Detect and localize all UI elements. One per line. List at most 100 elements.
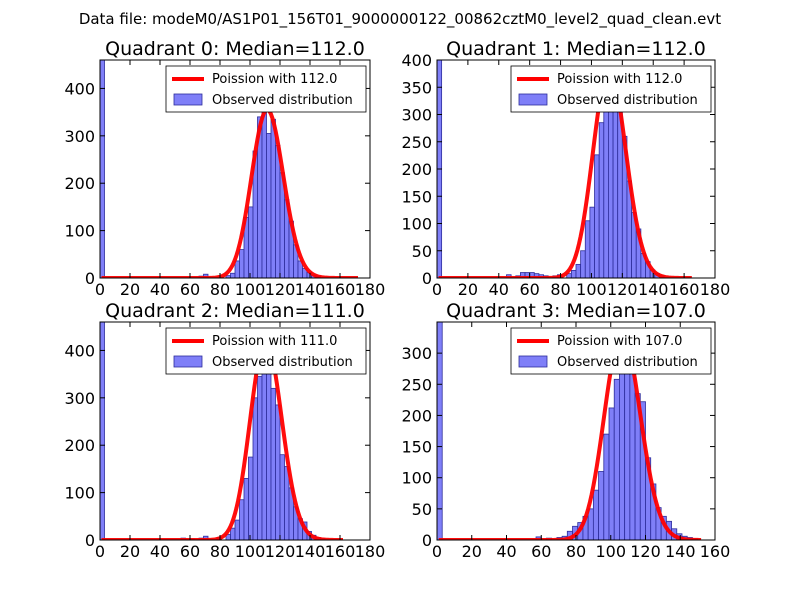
axes-frame (99, 59, 371, 279)
y-tick-label: 150 (401, 187, 432, 206)
y-tick-label: 0 (85, 531, 95, 550)
histogram-bar (603, 100, 609, 278)
histogram-bar (248, 456, 254, 540)
y-tick-label: 100 (64, 222, 95, 241)
x-tick-label: 0 (432, 280, 442, 299)
y-tick-label: 200 (64, 436, 95, 455)
panel-quadrant-1: 0 20 40 60 80 100 120 140 160 1800501001502002503… (401, 38, 730, 299)
x-tick-label: 160 (669, 280, 700, 299)
panels: 0 20 40 60 80 100 120 140 160 1800100200300400Qua… (64, 38, 730, 561)
histogram-bar (575, 263, 582, 278)
panel-quadrant-0: 0 20 40 60 80 100 120 140 160 1800100200300400Qua… (64, 38, 385, 299)
plot-area (100, 60, 359, 278)
histogram-bar (234, 519, 240, 540)
x-tick-label: 40 (496, 542, 516, 561)
histogram-bar (587, 508, 594, 540)
y-tick-label: 50 (412, 242, 432, 261)
histogram-bar (612, 86, 619, 278)
legend: Poission with 111.0 Observed distribution (165, 327, 367, 375)
x-tick-label: 140 (295, 280, 326, 299)
x-tick-label: 120 (265, 280, 296, 299)
panel-title: Quadrant 1: Median=112.0 (446, 38, 706, 60)
histogram-bar (230, 527, 236, 540)
x-tick-label: 0 (95, 280, 105, 299)
x-tick-label: 140 (638, 280, 669, 299)
y-tick-label: 50 (412, 500, 432, 519)
y-tick-label: 100 (401, 469, 432, 488)
x-tick-label: 160 (325, 542, 356, 561)
x-tick-label: 0 (432, 542, 442, 561)
x-tick-label: 20 (120, 542, 140, 561)
x-tick-label: 180 (700, 280, 731, 299)
histogram-bar (234, 260, 240, 278)
histogram-bar (243, 477, 249, 540)
histogram-bar (619, 355, 626, 540)
x-tick-label: 100 (576, 280, 607, 299)
x-tick-label: 180 (355, 280, 386, 299)
x-tick-label: 20 (120, 280, 140, 299)
legend: Poission with 112.0 Observed distribution (510, 65, 712, 113)
y-tick-label: 300 (64, 389, 95, 408)
histogram-bar (598, 471, 605, 540)
histogram-bar (252, 397, 258, 540)
y-tick-label: 200 (64, 174, 95, 193)
x-tick-label: 120 (630, 542, 661, 561)
plot-area (437, 322, 702, 540)
histogram-bar (266, 133, 272, 278)
x-tick-label: 40 (150, 542, 170, 561)
histogram-bar (603, 433, 610, 540)
x-tick-label: 60 (180, 542, 200, 561)
panel-title: Quadrant 0: Median=112.0 (105, 38, 365, 60)
histogram-bar (239, 249, 245, 278)
histogram-bar (100, 60, 105, 278)
figure-suptitle: Data file: modeM0/AS1P01_156T01_90000001… (79, 10, 721, 29)
y-tick-label: 100 (401, 215, 432, 234)
histogram-bar (608, 407, 615, 540)
panel-quadrant-2: 0 20 40 60 80 100 120 140 160 1800100200300400Qua… (64, 300, 385, 561)
y-tick-label: 300 (401, 106, 432, 125)
x-tick-label: 80 (550, 280, 570, 299)
legend-label-observed: Observed distribution (212, 355, 353, 370)
histogram-bar (598, 122, 605, 278)
y-tick-label: 300 (401, 344, 432, 363)
x-tick-label: 100 (235, 280, 266, 299)
legend: Poission with 107.0 Observed distribution (510, 327, 712, 375)
x-tick-label: 100 (235, 542, 266, 561)
legend-bar-swatch (173, 93, 203, 106)
histogram-bar (437, 322, 443, 540)
legend-label-observed: Observed distribution (557, 93, 698, 108)
x-tick-label: 80 (210, 280, 230, 299)
y-tick-label: 0 (422, 531, 432, 550)
histogram-bar (100, 322, 105, 540)
axes-frame (99, 321, 371, 541)
legend-label-poisson: Poission with 112.0 (557, 72, 682, 87)
legend-label-poisson: Poission with 111.0 (212, 334, 337, 349)
y-tick-label: 150 (401, 438, 432, 457)
panel-quadrant-3: 0 20 40 60 80 100 120 140 160050100150200250300Q… (401, 300, 730, 561)
histogram-bar (613, 378, 620, 540)
histogram-bar (275, 144, 281, 278)
panel-title: Quadrant 3: Median=107.0 (446, 300, 706, 322)
x-tick-label: 40 (489, 280, 509, 299)
x-tick-label: 140 (665, 542, 696, 561)
y-tick-label: 350 (401, 78, 432, 97)
histogram-bar (580, 250, 586, 278)
x-tick-label: 60 (531, 542, 551, 561)
legend-label-poisson: Poission with 107.0 (557, 334, 682, 349)
panel-title: Quadrant 2: Median=111.0 (105, 300, 365, 322)
x-tick-label: 0 (95, 542, 105, 561)
histogram-bar (248, 206, 254, 278)
legend-bar-swatch (173, 355, 203, 368)
histogram-bar (594, 154, 600, 278)
x-tick-label: 180 (355, 542, 386, 561)
histogram-bar (275, 404, 281, 540)
histogram-bar (279, 454, 285, 540)
histogram-bar (239, 499, 245, 540)
y-tick-label: 200 (401, 160, 432, 179)
y-tick-label: 300 (64, 127, 95, 146)
histogram-bar (257, 376, 263, 540)
histogram-bar (230, 272, 236, 278)
y-tick-label: 400 (64, 341, 95, 360)
legend-bar-swatch (518, 93, 548, 106)
